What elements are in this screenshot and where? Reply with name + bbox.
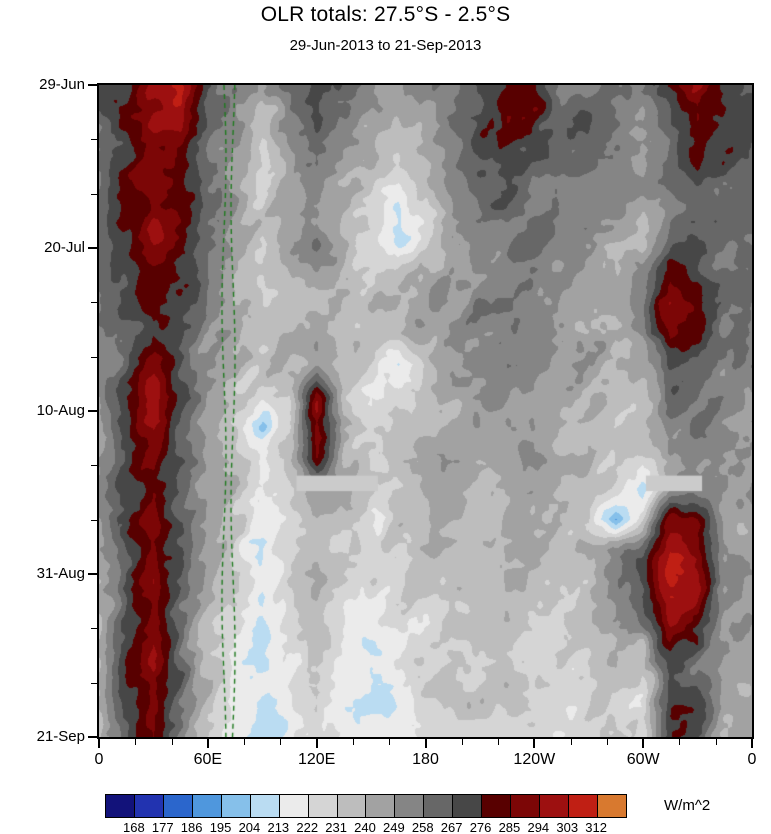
colorbar-tick-label: 204: [238, 820, 261, 834]
x-major-tick: [315, 739, 318, 748]
y-minor-tick: [91, 465, 97, 467]
y-tick-label: 10-Aug: [36, 402, 85, 419]
y-minor-tick: [91, 193, 97, 195]
colorbar-swatch: [163, 795, 193, 817]
colorbar-units-label: W/m^2: [664, 797, 711, 814]
y-minor-tick: [91, 302, 97, 304]
y-major-tick: [88, 573, 97, 575]
x-tick-label: 180: [412, 751, 439, 768]
colorbar-tick-label: 258: [411, 820, 434, 834]
x-tick-label: 0: [747, 751, 757, 768]
x-minor-tick: [570, 739, 572, 745]
x-major-tick: [751, 739, 753, 748]
colorbar-swatch: [106, 795, 135, 817]
y-major-tick: [88, 736, 97, 738]
colorbar-swatch: [279, 795, 309, 817]
x-major-tick: [424, 739, 427, 748]
y-minor-tick: [91, 519, 97, 521]
y-tick-label: 20-Jul: [44, 239, 85, 256]
y-tick-label: 29-Jun: [39, 76, 85, 93]
colorbar-tick-label: 213: [267, 820, 290, 834]
colorbar-swatch: [221, 795, 251, 817]
colorbar-tick-label: 285: [498, 820, 521, 834]
x-minor-tick: [389, 739, 391, 745]
x-minor-tick: [171, 739, 173, 745]
y-major-tick: [88, 247, 97, 249]
colorbar-swatch: [540, 795, 569, 817]
y-minor-tick: [91, 682, 97, 684]
x-minor-tick: [715, 739, 717, 745]
colorbar-tick-label: 294: [527, 820, 550, 834]
x-tick-label: 120E: [297, 751, 336, 768]
x-minor-tick: [352, 739, 354, 745]
y-minor-tick: [91, 628, 97, 630]
colorbar-swatch: [597, 795, 626, 817]
colorbar-swatch: [453, 795, 483, 817]
y-minor-tick: [91, 356, 97, 358]
colorbar-tick-label: 186: [180, 820, 203, 834]
colorbar-tick-label: 177: [151, 820, 174, 834]
x-major-tick: [206, 739, 209, 748]
y-major-tick: [88, 410, 97, 412]
x-major-tick: [533, 739, 536, 748]
y-tick-label: 21-Sep: [36, 728, 85, 745]
colorbar-swatch: [366, 795, 396, 817]
y-tick-label: 31-Aug: [36, 565, 85, 582]
x-minor-tick: [461, 739, 463, 745]
x-minor-tick: [135, 739, 137, 745]
colorbar-swatch: [134, 795, 164, 817]
x-minor-tick: [498, 739, 500, 745]
y-minor-tick: [91, 139, 97, 141]
x-tick-label: 60W: [626, 751, 660, 768]
colorbar: [105, 794, 627, 818]
colorbar-swatch: [308, 795, 338, 817]
x-tick-label: 120W: [513, 751, 556, 768]
x-tick-label: 60E: [193, 751, 223, 768]
x-tick-label: 0: [94, 751, 104, 768]
x-minor-tick: [280, 739, 282, 745]
colorbar-swatch: [424, 795, 454, 817]
chart-subtitle: 29-Jun-2013 to 21-Sep-2013: [289, 37, 482, 54]
colorbar-swatch: [511, 795, 541, 817]
colorbar-tick-label: 312: [585, 820, 607, 834]
colorbar-swatch: [395, 795, 425, 817]
chart-title: OLR totals: 27.5°S - 2.5°S: [260, 3, 511, 26]
colorbar-swatch: [250, 795, 280, 817]
colorbar-tick-label: 168: [123, 820, 145, 834]
x-minor-tick: [244, 739, 246, 745]
colorbar-swatch: [192, 795, 222, 817]
hovmoller-field-canvas: [99, 85, 752, 737]
colorbar-tick-label: 303: [556, 820, 579, 834]
colorbar-tick-label: 240: [354, 820, 376, 834]
colorbar-tick-label: 249: [383, 820, 405, 834]
colorbar-swatch: [482, 795, 512, 817]
colorbar-tick-label: 222: [296, 820, 319, 834]
colorbar-tick-label: 267: [440, 820, 463, 834]
x-minor-tick: [606, 739, 608, 745]
colorbar-swatch: [337, 795, 367, 817]
colorbar-tick-label: 276: [469, 820, 492, 834]
colorbar-tick-label: 231: [325, 820, 347, 834]
y-major-tick: [88, 84, 97, 86]
x-minor-tick: [679, 739, 681, 745]
x-major-tick: [642, 739, 645, 748]
colorbar-swatch: [569, 795, 598, 817]
x-major-tick: [98, 739, 100, 748]
colorbar-tick-label: 195: [209, 820, 232, 834]
